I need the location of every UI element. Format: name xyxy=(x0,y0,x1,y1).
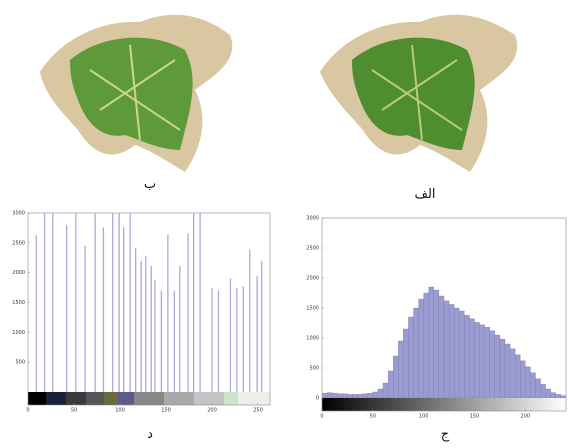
histogram-bar xyxy=(332,393,337,398)
histogram-bar xyxy=(561,396,566,398)
histogram-bar xyxy=(485,327,490,398)
y-tick-label: 3000 xyxy=(306,216,319,222)
histogram-bar xyxy=(337,394,342,398)
y-tick-label: 0 xyxy=(316,396,319,402)
histogram-bar xyxy=(398,341,403,398)
y-tick-label: 1500 xyxy=(306,306,319,312)
histogram-bar xyxy=(464,315,469,398)
histogram-bar xyxy=(556,394,561,398)
histogram-bar xyxy=(459,311,464,398)
histogram-bar xyxy=(536,379,541,398)
histogram-bar xyxy=(347,394,352,398)
image-label: الف xyxy=(414,187,435,202)
histogram-bar xyxy=(388,371,393,398)
histogram-bar xyxy=(546,389,551,398)
histogram-bar xyxy=(353,394,358,398)
histogram-bar xyxy=(490,331,495,398)
y-tick-label: 2500 xyxy=(12,240,25,246)
histogram-bar xyxy=(510,349,515,398)
leaf-image xyxy=(40,15,232,172)
histogram-bar xyxy=(322,393,327,398)
y-tick-label: 2000 xyxy=(12,270,25,276)
x-tick-label: 0 xyxy=(26,408,29,414)
histogram-bar xyxy=(505,344,510,398)
x-tick-label: 250 xyxy=(253,408,263,414)
histogram-bar xyxy=(495,335,500,398)
histogram-bar xyxy=(444,301,449,398)
y-tick-label: 500 xyxy=(15,360,25,366)
x-tick-label: 150 xyxy=(470,414,480,420)
x-tick-label: 200 xyxy=(521,414,531,420)
histogram-bar xyxy=(454,308,459,398)
x-tick-label: 100 xyxy=(419,414,429,420)
histogram-bar xyxy=(408,317,413,398)
y-tick-label: 1000 xyxy=(306,336,319,342)
image-label: ب xyxy=(144,177,156,192)
plot-frame xyxy=(28,213,270,405)
histogram-bar xyxy=(520,361,525,398)
histogram-bar xyxy=(419,299,424,398)
color-bar xyxy=(322,398,566,411)
histogram-bar xyxy=(403,329,408,398)
histogram-bar xyxy=(373,392,378,398)
histogram-bar xyxy=(480,325,485,398)
chart-caption: د xyxy=(147,427,153,442)
chart-caption: ج xyxy=(441,427,450,442)
histogram-bar xyxy=(414,308,419,398)
histogram-bar xyxy=(530,373,535,398)
histogram-bar xyxy=(434,290,439,398)
histogram-bar xyxy=(327,393,332,398)
histogram-bar xyxy=(363,394,368,398)
plot-area xyxy=(36,207,261,392)
x-tick-label: 150 xyxy=(161,408,171,414)
y-tick-label: 3000 xyxy=(12,211,25,217)
histogram-bar xyxy=(541,384,546,398)
histogram-bar xyxy=(393,356,398,398)
x-tick-label: 0 xyxy=(320,414,323,420)
y-tick-label: 500 xyxy=(309,366,319,372)
y-tick-label: 2000 xyxy=(306,276,319,282)
histogram-bar xyxy=(439,296,444,398)
histogram-bar xyxy=(342,394,347,398)
histogram-bar xyxy=(551,393,556,398)
y-tick-label: 1000 xyxy=(12,330,25,336)
histogram-bar xyxy=(429,287,434,398)
histogram-bar xyxy=(368,393,373,398)
histogram-bar xyxy=(383,383,388,398)
histogram-bar xyxy=(378,389,383,398)
histogram-bar xyxy=(525,367,530,398)
y-tick-label: 2500 xyxy=(306,246,319,252)
y-tick-label: 1500 xyxy=(12,300,25,306)
histogram-bar xyxy=(424,293,429,398)
histogram-bar xyxy=(449,304,454,398)
figure: ب الف د ج 500100015002000250030000501001… xyxy=(0,0,568,448)
color-bar xyxy=(28,392,270,405)
histogram-bar xyxy=(358,394,363,398)
plot-area xyxy=(322,287,566,398)
x-tick-label: 100 xyxy=(115,408,125,414)
x-tick-label: 50 xyxy=(71,408,77,414)
x-tick-label: 200 xyxy=(207,408,217,414)
leaf-image xyxy=(320,15,517,172)
histogram-bar xyxy=(515,355,520,398)
histogram-bar xyxy=(469,319,474,398)
histogram-bar xyxy=(500,339,505,398)
histogram-bar xyxy=(475,322,480,398)
x-tick-label: 50 xyxy=(370,414,376,420)
